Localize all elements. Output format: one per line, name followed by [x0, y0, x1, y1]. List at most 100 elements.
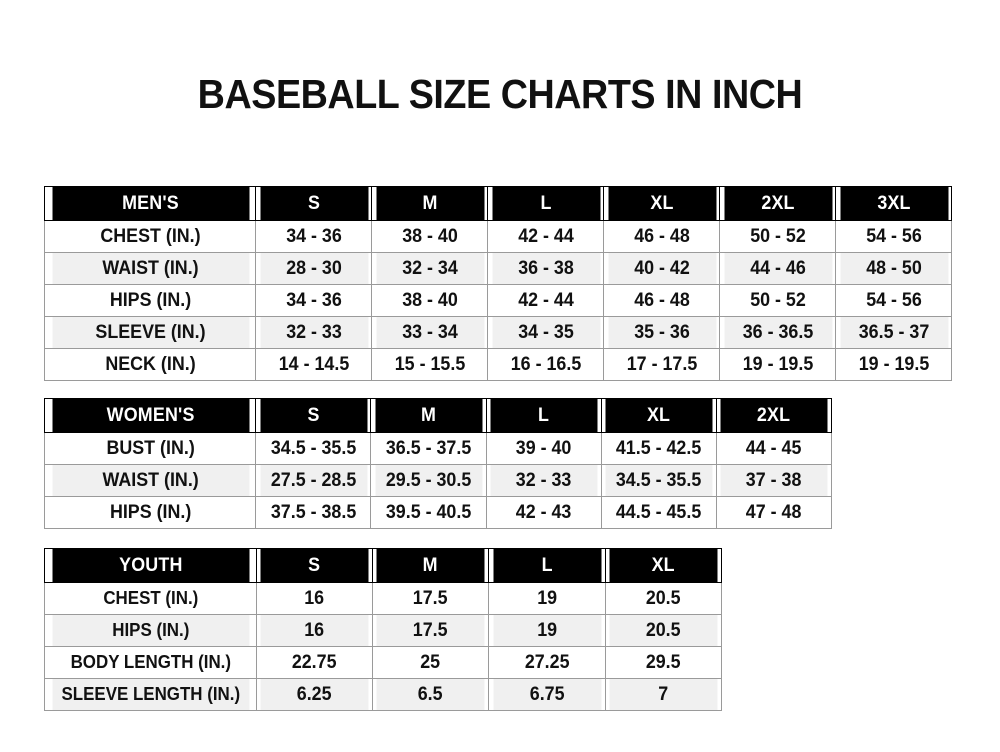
table-cell: 22.75: [259, 646, 370, 679]
column-header: XL: [606, 186, 717, 221]
table-cell: 37.5 - 38.5: [258, 496, 368, 529]
column-header: YOUTH: [50, 548, 251, 583]
table-cell: 27.25: [491, 646, 603, 679]
table-cell: 42 - 44: [490, 220, 601, 253]
row-label: WAIST (IN.): [50, 464, 250, 497]
column-header: S: [258, 186, 369, 221]
table-cell: 34 - 36: [258, 220, 369, 253]
table-cell: 47 - 48: [719, 496, 829, 529]
table-cell: 32 - 33: [258, 316, 369, 349]
row-label: HIPS (IN.): [50, 496, 250, 529]
column-header: L: [489, 398, 599, 433]
table-cell: 6.5: [375, 678, 486, 711]
table-cell: 39 - 40: [489, 432, 599, 465]
table-cell: 44 - 45: [719, 432, 829, 465]
column-header: WOMEN'S: [50, 398, 250, 433]
row-label: SLEEVE (IN.): [50, 316, 250, 349]
column-header: 2XL: [722, 186, 833, 221]
column-header: L: [491, 548, 603, 583]
table-cell: 6.75: [491, 678, 603, 711]
table-cell: 35 - 36: [606, 316, 717, 349]
table-row: HIPS (IN.) 16 17.5 19 20.5: [45, 614, 722, 647]
table-cell: 46 - 48: [606, 220, 717, 253]
table-cell: 17.5: [375, 582, 486, 615]
table-cell: 29.5: [608, 646, 719, 679]
column-header: S: [258, 398, 368, 433]
table-row: NECK (IN.) 14 - 14.5 15 - 15.5 16 - 16.5…: [45, 348, 952, 381]
table-cell: 50 - 52: [722, 220, 833, 253]
table-cell: 19: [491, 582, 603, 615]
table-cell: 37 - 38: [719, 464, 829, 497]
row-label: BODY LENGTH (IN.): [50, 646, 251, 679]
table-cell: 19: [491, 614, 603, 647]
page-title: BASEBALL SIZE CHARTS IN INCH: [197, 71, 803, 117]
table-cell: 25: [375, 646, 486, 679]
table-cell: 15 - 15.5: [374, 348, 485, 381]
row-label: CHEST (IN.): [50, 220, 250, 253]
table-cell: 46 - 48: [606, 284, 717, 317]
table-row: BODY LENGTH (IN.) 22.75 25 27.25 29.5: [45, 646, 722, 679]
table-cell: 20.5: [608, 614, 719, 647]
table-header-row: WOMEN'S S M L XL 2XL: [45, 398, 832, 433]
table-cell: 34.5 - 35.5: [258, 432, 368, 465]
table-cell: 14 - 14.5: [258, 348, 369, 381]
table-cell: 44.5 - 45.5: [604, 496, 714, 529]
table-cell: 40 - 42: [606, 252, 717, 285]
table-cell: 38 - 40: [374, 284, 485, 317]
row-label: NECK (IN.): [50, 348, 250, 381]
table-cell: 36.5 - 37.5: [373, 432, 484, 465]
column-header: M: [373, 398, 484, 433]
row-label: HIPS (IN.): [50, 284, 250, 317]
row-label: CHEST (IN.): [50, 582, 251, 615]
womens-size-table: WOMEN'S S M L XL 2XL BUST (IN.) 34.5 - 3…: [44, 398, 832, 529]
table-cell: 7: [608, 678, 719, 711]
mens-size-table: MEN'S S M L XL 2XL 3XL CHEST (IN.) 34 - …: [44, 186, 952, 381]
table-cell: 20.5: [608, 582, 719, 615]
table-row: CHEST (IN.) 34 - 36 38 - 40 42 - 44 46 -…: [45, 220, 952, 253]
column-header: L: [490, 186, 601, 221]
table-cell: 32 - 33: [489, 464, 599, 497]
table-cell: 54 - 56: [838, 220, 949, 253]
table-row: CHEST (IN.) 16 17.5 19 20.5: [45, 582, 722, 615]
column-header: MEN'S: [50, 186, 250, 221]
table-row: WAIST (IN.) 28 - 30 32 - 34 36 - 38 40 -…: [45, 252, 952, 285]
table-header-row: MEN'S S M L XL 2XL 3XL: [45, 186, 952, 221]
table-row: HIPS (IN.) 37.5 - 38.5 39.5 - 40.5 42 - …: [45, 496, 832, 529]
table-cell: 17.5: [375, 614, 486, 647]
table-row: WAIST (IN.) 27.5 - 28.5 29.5 - 30.5 32 -…: [45, 464, 832, 497]
table-cell: 29.5 - 30.5: [373, 464, 484, 497]
table-cell: 39.5 - 40.5: [373, 496, 484, 529]
table-header-row: YOUTH S M L XL: [45, 548, 722, 583]
table-cell: 6.25: [259, 678, 370, 711]
table-cell: 38 - 40: [374, 220, 485, 253]
table-cell: 50 - 52: [722, 284, 833, 317]
table-cell: 16: [259, 614, 370, 647]
row-label: WAIST (IN.): [50, 252, 250, 285]
table-cell: 19 - 19.5: [838, 348, 949, 381]
youth-size-table: YOUTH S M L XL CHEST (IN.) 16 17.5 19 20…: [44, 548, 722, 711]
column-header: XL: [604, 398, 714, 433]
column-header: S: [259, 548, 370, 583]
column-header: M: [374, 186, 485, 221]
table-cell: 36.5 - 37: [838, 316, 949, 349]
row-label: BUST (IN.): [50, 432, 250, 465]
table-cell: 33 - 34: [374, 316, 485, 349]
column-header: 3XL: [838, 186, 949, 221]
table-cell: 48 - 50: [838, 252, 949, 285]
table-row: BUST (IN.) 34.5 - 35.5 36.5 - 37.5 39 - …: [45, 432, 832, 465]
table-cell: 54 - 56: [838, 284, 949, 317]
column-header: 2XL: [719, 398, 829, 433]
table-cell: 28 - 30: [258, 252, 369, 285]
table-cell: 16: [259, 582, 370, 615]
table-cell: 36 - 36.5: [722, 316, 833, 349]
table-cell: 36 - 38: [490, 252, 601, 285]
table-cell: 34 - 35: [490, 316, 601, 349]
row-label: SLEEVE LENGTH (IN.): [50, 678, 251, 711]
table-cell: 17 - 17.5: [606, 348, 717, 381]
table-row: SLEEVE (IN.) 32 - 33 33 - 34 34 - 35 35 …: [45, 316, 952, 349]
table-cell: 19 - 19.5: [722, 348, 833, 381]
table-cell: 34.5 - 35.5: [604, 464, 714, 497]
table-cell: 42 - 44: [490, 284, 601, 317]
row-label: HIPS (IN.): [50, 614, 251, 647]
table-cell: 41.5 - 42.5: [604, 432, 714, 465]
